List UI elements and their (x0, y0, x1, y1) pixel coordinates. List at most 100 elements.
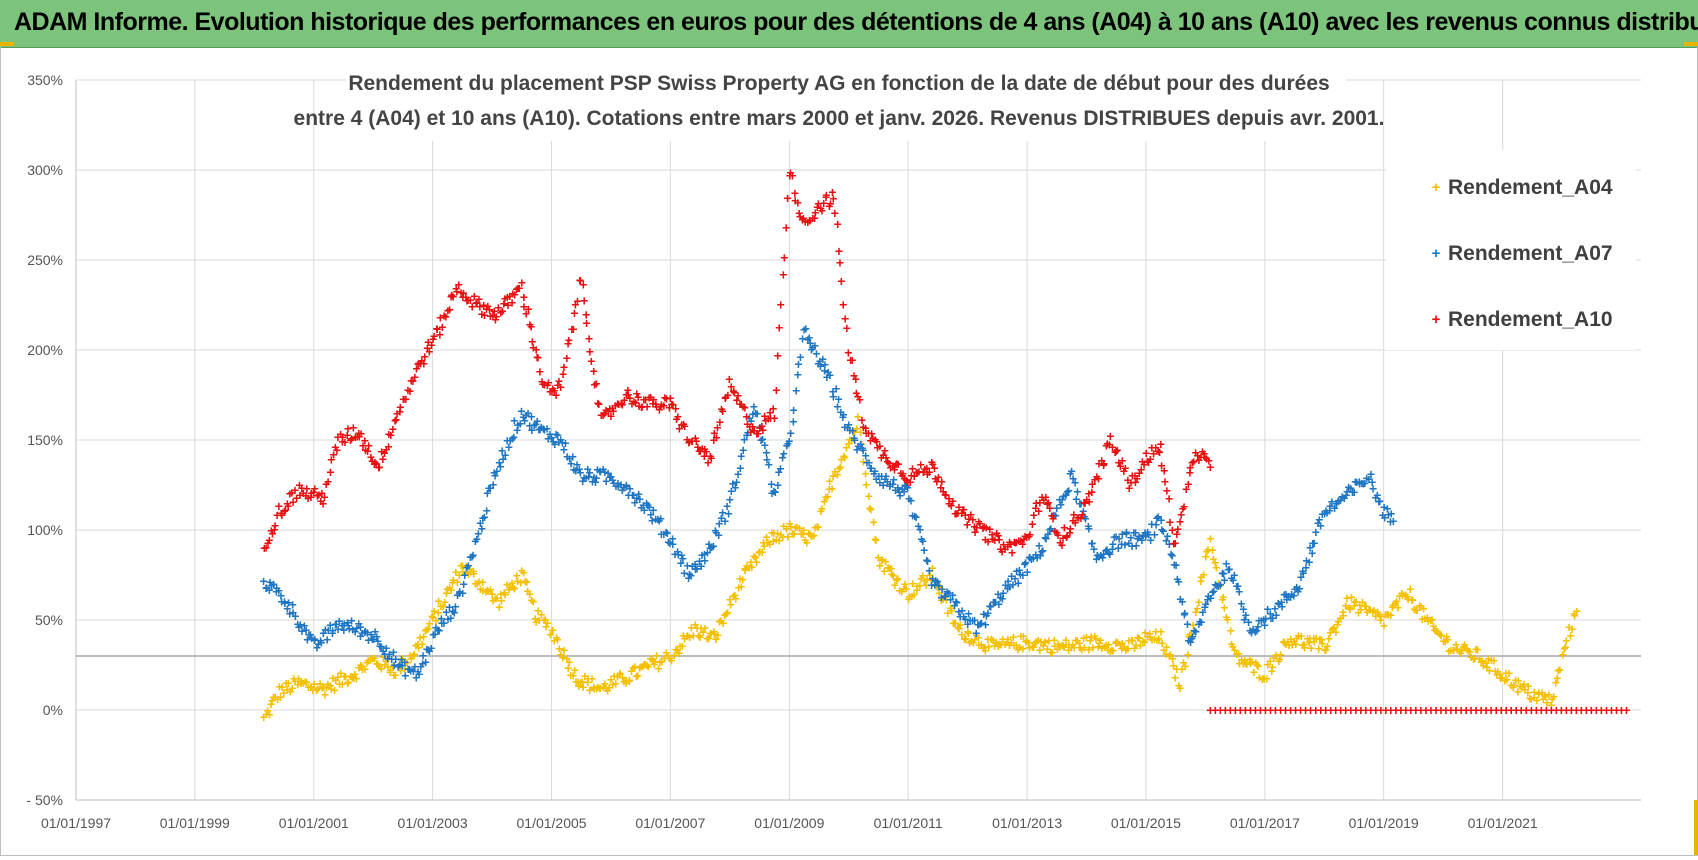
data-point-marker: + (314, 636, 322, 652)
data-point-marker: + (910, 586, 918, 602)
data-point-marker: + (1246, 623, 1254, 639)
data-point-marker: + (683, 558, 691, 574)
data-point-marker: + (1062, 487, 1070, 503)
data-point-marker: + (411, 659, 419, 675)
data-point-marker: + (1297, 628, 1305, 644)
data-point-marker: + (592, 470, 600, 486)
data-point-marker: + (707, 450, 715, 466)
data-point-marker: + (410, 646, 418, 662)
data-point-marker: + (569, 668, 577, 684)
data-point-marker: + (575, 461, 583, 477)
data-point-marker: + (837, 273, 845, 289)
data-point-marker: + (822, 189, 830, 205)
data-point-marker: + (551, 436, 559, 452)
data-point-marker: + (367, 627, 375, 643)
data-point-marker: + (1326, 498, 1334, 514)
data-point-marker: + (396, 404, 404, 420)
data-point-marker: + (1025, 640, 1033, 656)
data-point-marker: + (776, 461, 784, 477)
data-point-marker: + (407, 663, 415, 679)
data-point-marker: + (289, 597, 297, 613)
corner-mark-top-right (1684, 42, 1698, 46)
data-point-marker: + (1274, 595, 1282, 611)
data-point-marker: + (1429, 618, 1437, 634)
data-point-marker: + (610, 668, 618, 684)
data-point-marker: + (1261, 702, 1269, 718)
data-point-marker: + (1347, 480, 1355, 496)
data-point-marker: + (791, 185, 799, 201)
data-point-marker: + (972, 625, 980, 641)
data-point-marker: + (1100, 456, 1108, 472)
data-point-marker: + (946, 600, 954, 616)
y-tick-label: - 50% (26, 792, 63, 808)
data-point-marker: + (1330, 620, 1338, 636)
data-point-marker: + (1131, 474, 1139, 490)
data-point-marker: + (304, 490, 312, 506)
data-point-marker: + (912, 464, 920, 480)
data-point-marker: + (870, 465, 878, 481)
data-point-marker: + (1307, 640, 1315, 656)
data-point-marker: + (674, 408, 682, 424)
data-point-marker: + (1209, 584, 1217, 600)
data-point-marker: + (1267, 610, 1275, 626)
data-point-marker: + (1009, 577, 1017, 593)
data-point-marker: + (1387, 607, 1395, 623)
data-point-marker: + (607, 468, 615, 484)
data-point-marker: + (1587, 702, 1595, 718)
data-point-marker: + (1189, 629, 1197, 645)
data-point-marker: + (1050, 632, 1058, 648)
data-point-marker: + (1471, 650, 1479, 666)
data-point-marker: + (1397, 702, 1405, 718)
data-point-marker: + (293, 490, 301, 506)
data-point-marker: + (476, 515, 484, 531)
data-point-marker: + (353, 620, 361, 636)
data-point-marker: + (1535, 685, 1543, 701)
data-point-marker: + (1316, 631, 1324, 647)
data-point-marker: + (800, 522, 808, 538)
data-point-marker: + (480, 509, 488, 525)
data-point-marker: + (1222, 609, 1230, 625)
data-point-marker: + (1365, 471, 1373, 487)
data-point-marker: + (977, 637, 985, 653)
data-point-marker: + (801, 214, 809, 230)
data-point-marker: + (1310, 633, 1318, 649)
data-point-marker: + (303, 674, 311, 690)
data-point-marker: + (1522, 702, 1530, 718)
data-point-marker: + (1362, 598, 1370, 614)
data-point-marker: + (428, 608, 436, 624)
data-point-marker: + (804, 331, 812, 347)
data-point-marker: + (666, 650, 674, 666)
data-point-marker: + (867, 501, 875, 517)
data-point-marker: + (994, 638, 1002, 654)
data-point-marker: + (1022, 633, 1030, 649)
data-point-marker: + (1069, 637, 1077, 653)
data-point-marker: + (764, 534, 772, 550)
data-point-marker: + (1257, 613, 1265, 629)
data-point-marker: + (322, 476, 330, 492)
data-point-marker: + (310, 676, 318, 692)
data-point-marker: + (782, 219, 790, 235)
data-point-marker: + (1377, 702, 1385, 718)
data-point-marker: + (519, 409, 527, 425)
data-point-marker: + (1533, 692, 1541, 708)
data-point-marker: + (1479, 657, 1487, 673)
data-point-marker: + (606, 469, 614, 485)
data-point-marker: + (1287, 702, 1295, 718)
data-point-marker: + (1109, 643, 1117, 659)
data-point-marker: + (871, 463, 879, 479)
data-point-marker: + (501, 586, 509, 602)
data-point-marker: + (779, 449, 787, 465)
data-point-marker: + (505, 439, 513, 455)
data-point-marker: + (291, 482, 299, 498)
data-point-marker: + (1249, 621, 1257, 637)
data-point-marker: + (900, 483, 908, 499)
data-point-marker: + (859, 419, 867, 435)
data-point-marker: + (824, 489, 832, 505)
data-point-marker: + (307, 679, 315, 695)
data-point-marker: + (833, 399, 841, 415)
data-point-marker: + (706, 540, 714, 556)
data-point-marker: + (735, 580, 743, 596)
data-point-marker: + (479, 510, 487, 526)
data-point-marker: + (736, 460, 744, 476)
data-point-marker: + (1477, 702, 1485, 718)
